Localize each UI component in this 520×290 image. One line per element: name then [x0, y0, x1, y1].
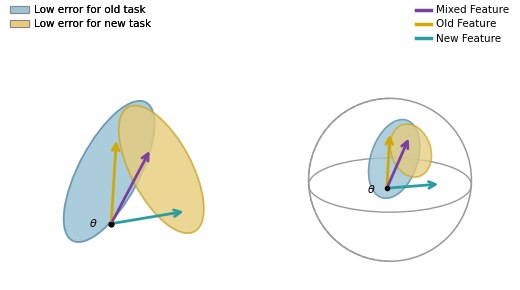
Text: $\theta$: $\theta$: [367, 183, 375, 195]
Legend: Mixed Feature, Old Feature, New Feature: Mixed Feature, Old Feature, New Feature: [415, 5, 510, 44]
Ellipse shape: [369, 119, 420, 198]
Ellipse shape: [119, 106, 204, 233]
Ellipse shape: [63, 101, 154, 242]
Ellipse shape: [390, 124, 432, 177]
Text: $\theta$: $\theta$: [89, 217, 98, 229]
Circle shape: [308, 98, 472, 261]
Legend: Low error for old task, Low error for new task: Low error for old task, Low error for ne…: [10, 5, 151, 29]
